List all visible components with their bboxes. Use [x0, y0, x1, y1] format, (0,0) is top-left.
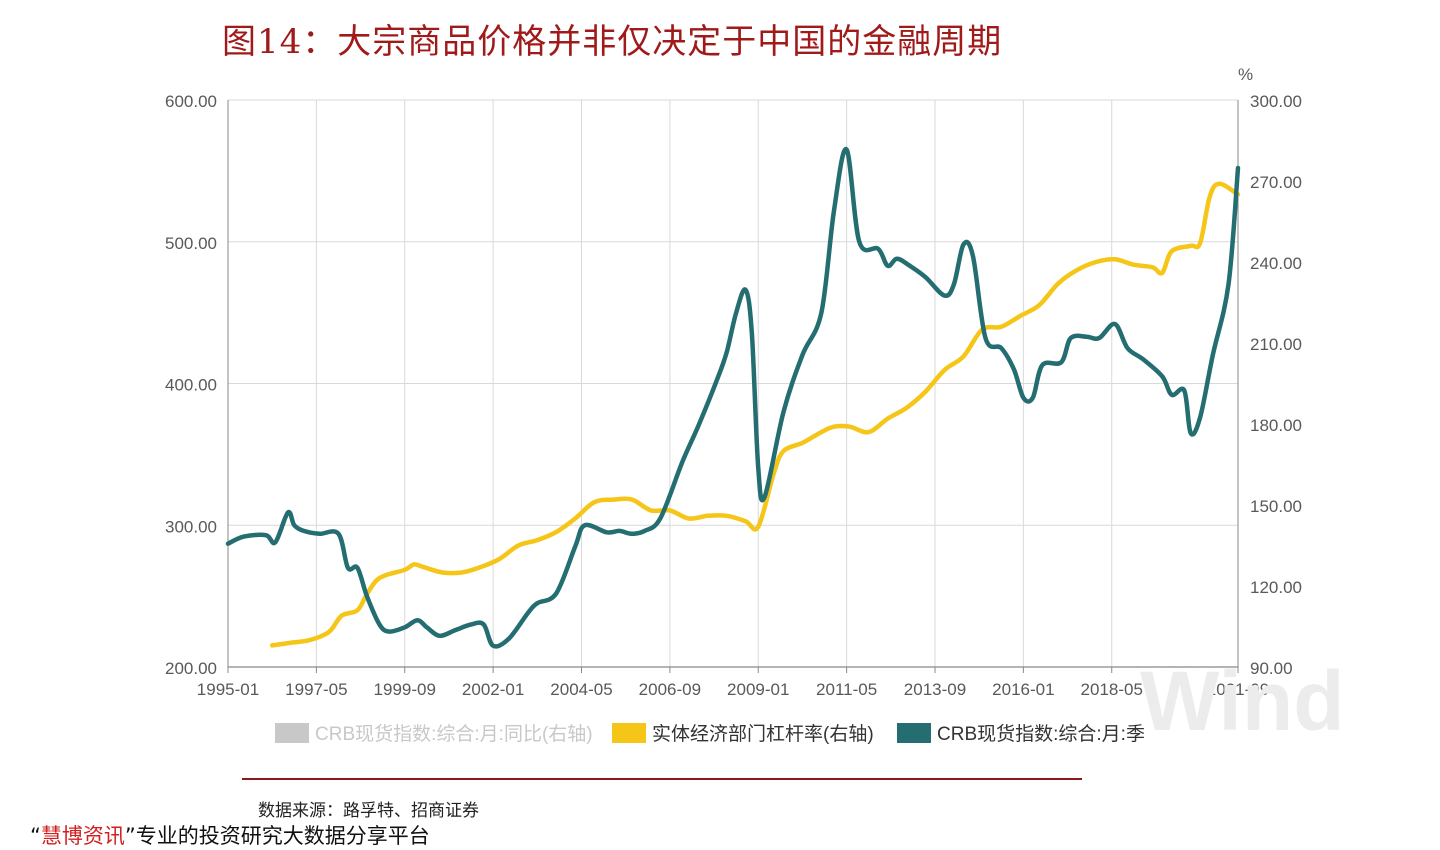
y-right-tick-label: 300.00 [1250, 92, 1302, 111]
legend-label-yoy: CRB现货指数:综合:月:同比(右轴) [315, 723, 593, 745]
y-left-tick-label: 400.00 [165, 376, 217, 395]
x-tick-label: 2002-01 [462, 680, 524, 699]
y-right-tick-label: 90.00 [1250, 659, 1293, 678]
footer-close-quote: ” [124, 824, 136, 848]
legend-item-leverage: 实体经济部门杠杆率(右轴) [612, 723, 874, 745]
axes: 1995-01 1997-05 1999-09 2002-01 2004-05 2006-… [165, 65, 1302, 699]
legend-swatch-crb [897, 723, 931, 743]
series [225, 147, 1241, 649]
x-tick-label: 1997-05 [285, 680, 347, 699]
y-left-tick-label: 600.00 [165, 92, 217, 111]
y-left-tick-label: 300.00 [165, 517, 217, 536]
legend-item-crb: CRB现货指数:综合:月:季 [897, 723, 1145, 745]
x-tick-label: 2018-05 [1081, 680, 1143, 699]
footer-brand: 慧博资讯 [40, 824, 125, 848]
y-left-tick-label: 500.00 [165, 234, 217, 253]
x-tick-label: 1999-09 [374, 680, 436, 699]
x-tick-label: 2006-09 [639, 680, 701, 699]
y-right-tick-label: 210.00 [1250, 335, 1302, 354]
y-right-tick-label: 240.00 [1250, 254, 1302, 273]
y-right-tick-label: 270.00 [1250, 173, 1302, 192]
grid [227, 99, 1239, 667]
footer-slogan: “慧博资讯”专业的投资研究大数据分享平台 [30, 820, 430, 850]
x-tick-label: 1995-01 [197, 680, 259, 699]
legend-label-leverage: 实体经济部门杠杆率(右轴) [652, 723, 874, 745]
x-tick-label: 2013-09 [904, 680, 966, 699]
source-divider [242, 778, 1082, 780]
watermark: Wind [1140, 654, 1345, 748]
data-source: 数据来源：路孚特、招商证券 [258, 801, 479, 821]
y-right-unit: % [1238, 65, 1253, 84]
y-left-tick-label: 200.00 [165, 659, 217, 678]
legend-swatch-yoy [275, 723, 309, 743]
x-tick-label: 2016-01 [992, 680, 1054, 699]
footer-open-quote: “ [30, 824, 41, 848]
x-tick-label: 2004-05 [550, 680, 612, 699]
legend: CRB现货指数:综合:月:同比(右轴) 实体经济部门杠杆率(右轴) CRB现货指数:… [275, 723, 1145, 745]
footer-text: 专业的投资研究大数据分享平台 [135, 824, 430, 848]
legend-swatch-leverage [612, 723, 646, 743]
y-right-tick-label: 150.00 [1250, 497, 1302, 516]
x-tick-label: 2009-01 [727, 680, 789, 699]
x-tick-label: 2011-05 [816, 680, 877, 699]
series-line-leverage [269, 181, 1241, 648]
y-right-tick-label: 180.00 [1250, 416, 1302, 435]
legend-label-crb: CRB现货指数:综合:月:季 [937, 723, 1145, 745]
legend-item-yoy: CRB现货指数:综合:月:同比(右轴) [275, 723, 593, 745]
x-tick-label: 2021-09 [1207, 680, 1269, 699]
series-line-crb [225, 147, 1241, 649]
chart-title: 图14：大宗商品价格并非仅决定于中国的金融周期 [222, 22, 1003, 62]
y-right-tick-label: 120.00 [1250, 578, 1302, 597]
